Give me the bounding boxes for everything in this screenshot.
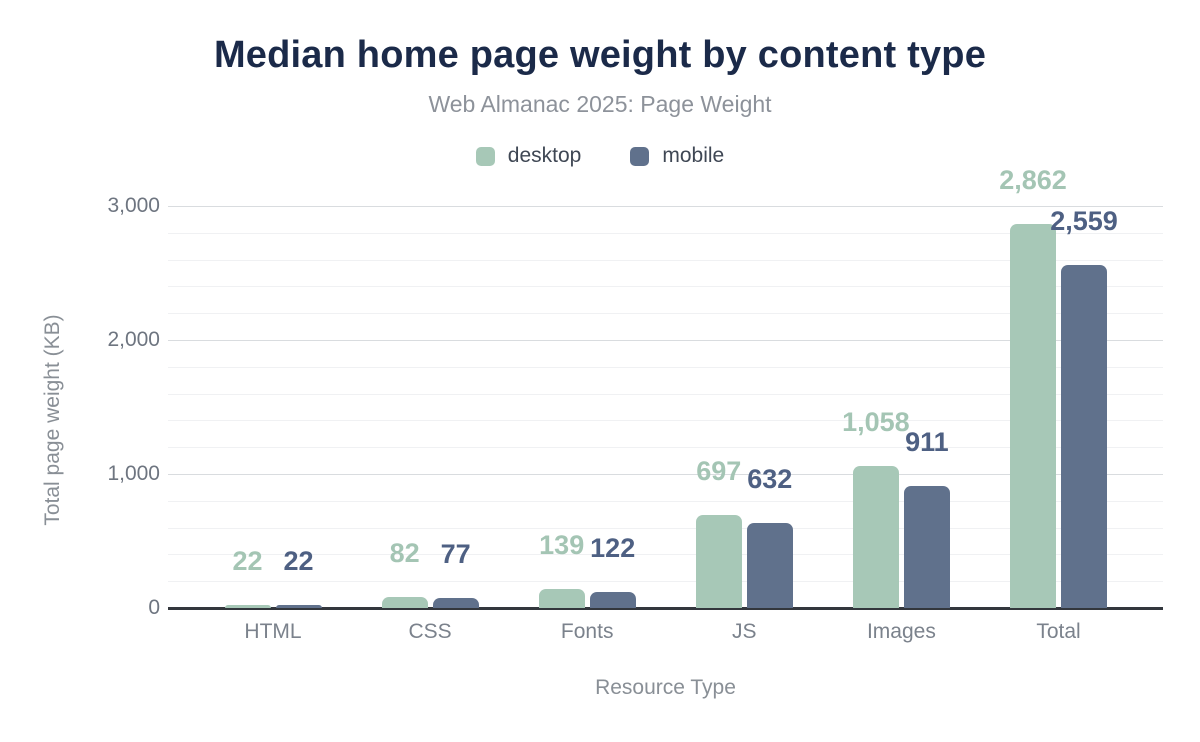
bar-mobile-js[interactable] xyxy=(746,523,793,608)
bar-mobile-css[interactable] xyxy=(432,597,479,608)
legend: desktop mobile xyxy=(0,144,1200,168)
x-category-label-total: Total xyxy=(1036,620,1081,643)
y-axis-title: Total page weight (KB) xyxy=(41,314,64,526)
bar-desktop-js[interactable] xyxy=(695,514,742,608)
y-tick-label: 1,000 xyxy=(107,462,160,485)
value-label-desktop-total: 2,862 xyxy=(999,165,1067,196)
bar-desktop-fonts[interactable] xyxy=(538,589,585,608)
legend-item-mobile[interactable]: mobile xyxy=(630,144,724,168)
bar-mobile-html[interactable] xyxy=(275,605,322,608)
legend-label-desktop: desktop xyxy=(507,144,582,167)
gridline-minor xyxy=(168,500,1163,502)
bar-mobile-fonts[interactable] xyxy=(589,591,636,608)
legend-item-desktop[interactable]: desktop xyxy=(475,144,582,168)
bar-desktop-css[interactable] xyxy=(381,597,428,608)
gridline-minor xyxy=(168,554,1163,556)
desktop-swatch xyxy=(475,146,495,166)
gridline-minor xyxy=(168,581,1163,583)
value-label-desktop-css: 82 xyxy=(389,538,420,568)
bar-desktop-total[interactable] xyxy=(1010,224,1056,608)
value-label-desktop-images: 1,058 xyxy=(842,407,910,438)
value-label-mobile-images: 911 xyxy=(905,426,949,457)
y-tick-label: 0 xyxy=(148,596,160,619)
gridline-minor xyxy=(168,447,1163,449)
x-axis-line xyxy=(168,606,1163,610)
gridline-minor xyxy=(168,313,1163,315)
gridline-minor xyxy=(168,232,1163,234)
value-label-desktop-html: 22 xyxy=(232,546,263,577)
x-category-label-images: Images xyxy=(866,620,936,643)
value-label-mobile-fonts: 122 xyxy=(590,532,636,563)
x-category-label-js: JS xyxy=(732,620,757,643)
gridline-major xyxy=(168,474,1163,475)
mobile-swatch xyxy=(630,146,650,166)
chart-subtitle: Web Almanac 2025: Page Weight xyxy=(428,91,772,117)
value-label-mobile-html: 22 xyxy=(283,546,314,577)
legend-label-mobile: mobile xyxy=(662,144,725,167)
gridline-minor xyxy=(168,527,1163,529)
gridline-major xyxy=(168,206,1163,207)
value-label-desktop-fonts: 139 xyxy=(539,530,585,561)
value-label-mobile-css: 77 xyxy=(440,538,471,569)
value-label-mobile-total: 2,559 xyxy=(1050,206,1118,237)
gridline-minor xyxy=(168,420,1163,422)
gridline-minor xyxy=(168,259,1163,261)
x-axis-title: Resource Type xyxy=(595,676,736,699)
x-category-label-css: CSS xyxy=(408,620,452,643)
x-category-label-html: HTML xyxy=(244,620,302,643)
value-label-desktop-js: 697 xyxy=(696,455,742,486)
x-category-label-fonts: Fonts xyxy=(560,620,614,643)
bar-desktop-images[interactable] xyxy=(852,466,899,608)
y-tick-label: 2,000 xyxy=(107,328,160,351)
bar-desktop-html[interactable] xyxy=(224,605,271,608)
y-tick-label: 3,000 xyxy=(107,194,160,217)
gridline-minor xyxy=(168,393,1163,395)
gridline-minor xyxy=(168,366,1163,368)
gridline-major xyxy=(168,340,1163,341)
bar-mobile-total[interactable] xyxy=(1061,265,1107,608)
value-label-mobile-js: 632 xyxy=(747,464,793,495)
bar-mobile-images[interactable] xyxy=(903,485,950,608)
gridline-minor xyxy=(168,286,1163,288)
chart-title: Median home page weight by content type xyxy=(213,34,987,76)
